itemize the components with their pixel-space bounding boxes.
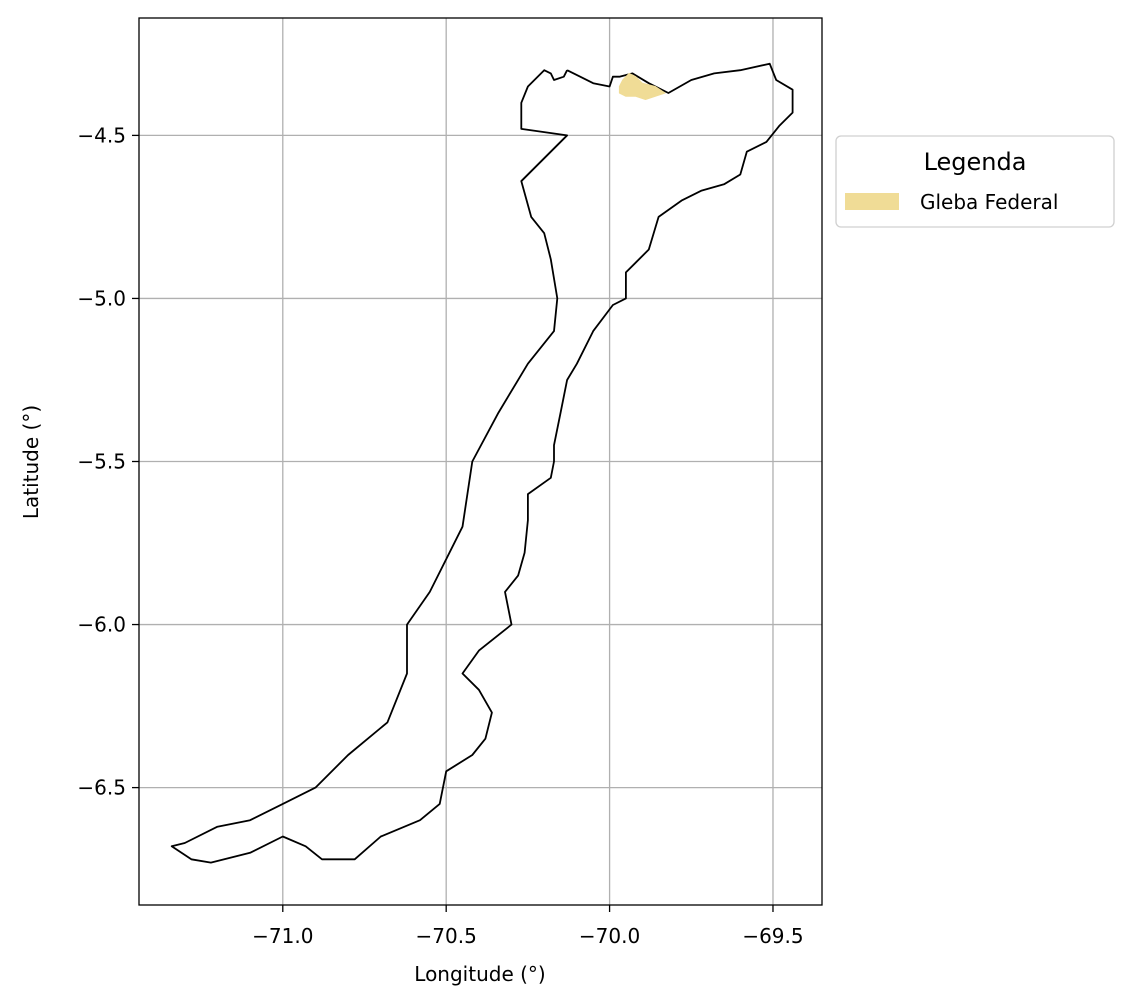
y-tick-label: −6.0 — [77, 613, 126, 637]
map-layer-gleba-federal — [618, 72, 666, 100]
legend-swatch-gleba-federal — [845, 193, 899, 210]
y-tick-label: −6.5 — [77, 776, 126, 800]
gridlines-y — [139, 134, 822, 789]
legend-box — [835, 135, 1115, 228]
y-tick-label: −5.0 — [77, 286, 126, 310]
x-ticks: −71.0 −70.5 −70.0 −69.5 — [252, 905, 804, 948]
x-axis-label: Longitude (°) — [414, 962, 545, 986]
legend: Legenda Gleba Federal — [835, 135, 1115, 228]
x-tick-label: −70.0 — [579, 924, 640, 948]
legend-label-gleba-federal: Gleba Federal — [920, 190, 1058, 214]
map-layers — [170, 62, 794, 864]
x-tick-label: −71.0 — [252, 924, 313, 948]
x-tick-label: −69.5 — [742, 924, 803, 948]
legend-title: Legenda — [924, 148, 1027, 176]
map-layer-inner-line — [520, 134, 568, 182]
y-tick-label: −4.5 — [77, 123, 126, 147]
x-tick-label: −70.5 — [416, 924, 477, 948]
map-layer-boundary — [170, 62, 794, 864]
y-axis-label: Latitude (°) — [19, 405, 43, 519]
y-ticks: −4.5 −5.0 −5.5 −6.0 −6.5 — [77, 123, 139, 800]
y-tick-label: −5.5 — [77, 450, 126, 474]
